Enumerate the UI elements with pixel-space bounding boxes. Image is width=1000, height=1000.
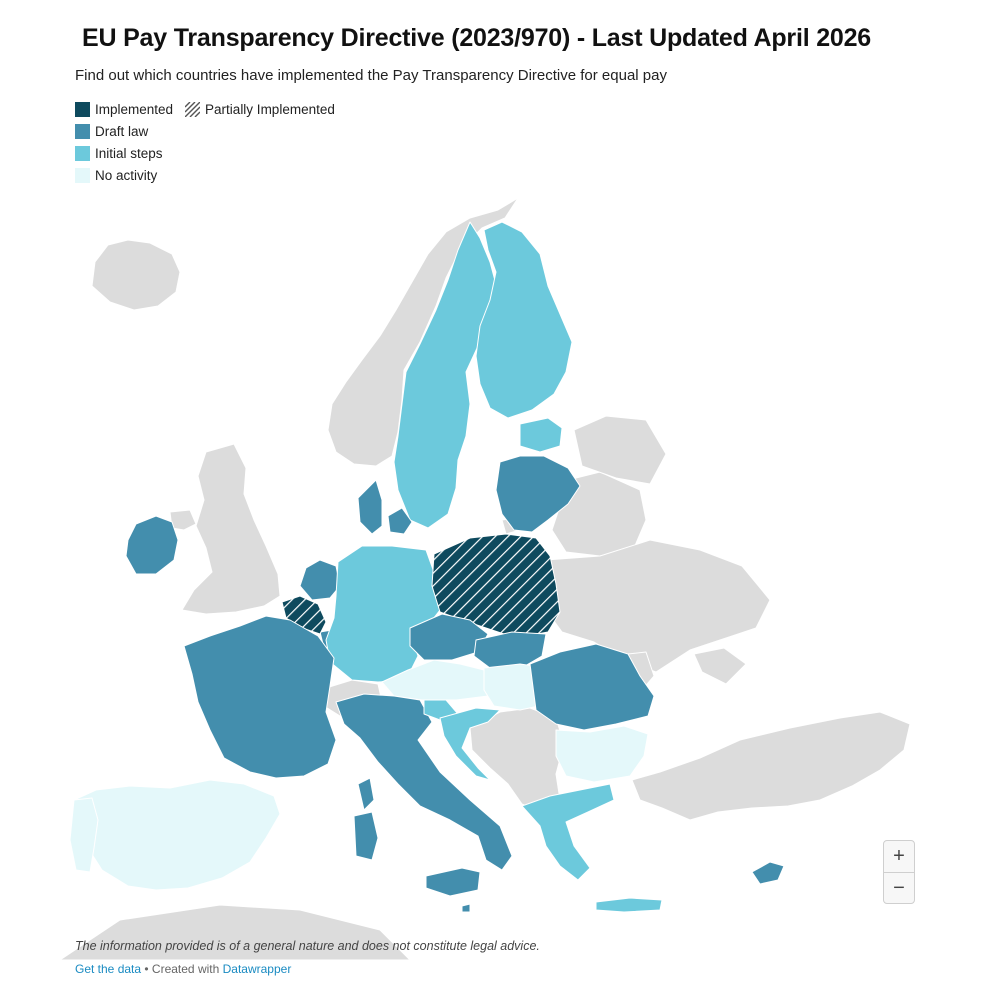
region-ireland[interactable]: [125, 515, 179, 575]
region-north-africa[interactable]: [59, 904, 411, 961]
region-malta[interactable]: [461, 903, 471, 913]
region-croatia[interactable]: [439, 707, 501, 781]
region-bulgaria[interactable]: [555, 725, 649, 783]
legend-label-initial-steps: Initial steps: [95, 145, 163, 161]
datawrapper-link[interactable]: Datawrapper: [222, 962, 292, 976]
region-crete[interactable]: [595, 897, 663, 913]
zoom-out-button[interactable]: −: [884, 872, 914, 904]
region-france[interactable]: [183, 615, 337, 779]
region-sicily[interactable]: [425, 867, 481, 897]
region-spain[interactable]: [73, 779, 281, 891]
legend-swatch-no-activity: [75, 167, 90, 183]
legend-item-initial-steps: Initial steps: [75, 145, 163, 161]
region-turkey[interactable]: [631, 711, 911, 821]
region-poland[interactable]: [431, 533, 561, 639]
region-romania[interactable]: [529, 643, 655, 731]
page-subtitle: Find out which countries have implemente…: [75, 67, 667, 84]
region-latvia-lithuania[interactable]: [495, 455, 581, 533]
disclaimer-note: The information provided is of a general…: [75, 939, 540, 953]
footer-credit-text: • Created with: [141, 962, 223, 976]
legend-label-implemented: Implemented: [95, 101, 174, 117]
legend-swatch-implemented: [75, 101, 90, 117]
region-iceland[interactable]: [91, 239, 181, 311]
region-corsica[interactable]: [357, 777, 375, 811]
legend-label-no-activity: No activity: [95, 167, 158, 183]
legend-item-partially-implemented: Partially Implemented: [185, 101, 335, 117]
region-denmark[interactable]: [357, 479, 413, 535]
legend: Implemented Partially Implemented Draft …: [75, 98, 347, 186]
legend-swatch-partially-implemented: [185, 101, 201, 117]
legend-item-draft-law: Draft law: [75, 123, 149, 139]
region-cyprus[interactable]: [751, 861, 785, 885]
region-russia-west[interactable]: [573, 415, 667, 485]
region-sardinia[interactable]: [353, 811, 379, 861]
get-the-data-link[interactable]: Get the data: [75, 962, 142, 976]
legend-item-no-activity: No activity: [75, 167, 158, 183]
region-estonia[interactable]: [519, 417, 563, 453]
region-norway[interactable]: [327, 197, 519, 467]
legend-item-implemented: Implemented: [75, 101, 174, 117]
region-portugal[interactable]: [69, 797, 99, 873]
region-united-kingdom[interactable]: [181, 443, 281, 615]
legend-label-partially-implemented: Partially Implemented: [205, 101, 335, 117]
region-netherlands[interactable]: [299, 559, 341, 601]
region-greece[interactable]: [521, 783, 615, 881]
region-germany[interactable]: [325, 545, 441, 683]
page-title: EU Pay Transparency Directive (2023/970)…: [82, 24, 872, 52]
footer: Get the data • Created with Datawrapper: [75, 962, 291, 976]
region-slovakia[interactable]: [473, 631, 547, 671]
region-italy[interactable]: [335, 693, 513, 871]
zoom-in-button[interactable]: +: [893, 845, 905, 867]
zoom-control: + −: [883, 840, 915, 904]
legend-swatch-draft-law: [75, 123, 90, 139]
legend-label-draft-law: Draft law: [95, 123, 149, 139]
region-finland[interactable]: [475, 221, 573, 419]
region-crimea[interactable]: [693, 647, 747, 685]
legend-swatch-initial-steps: [75, 145, 90, 161]
